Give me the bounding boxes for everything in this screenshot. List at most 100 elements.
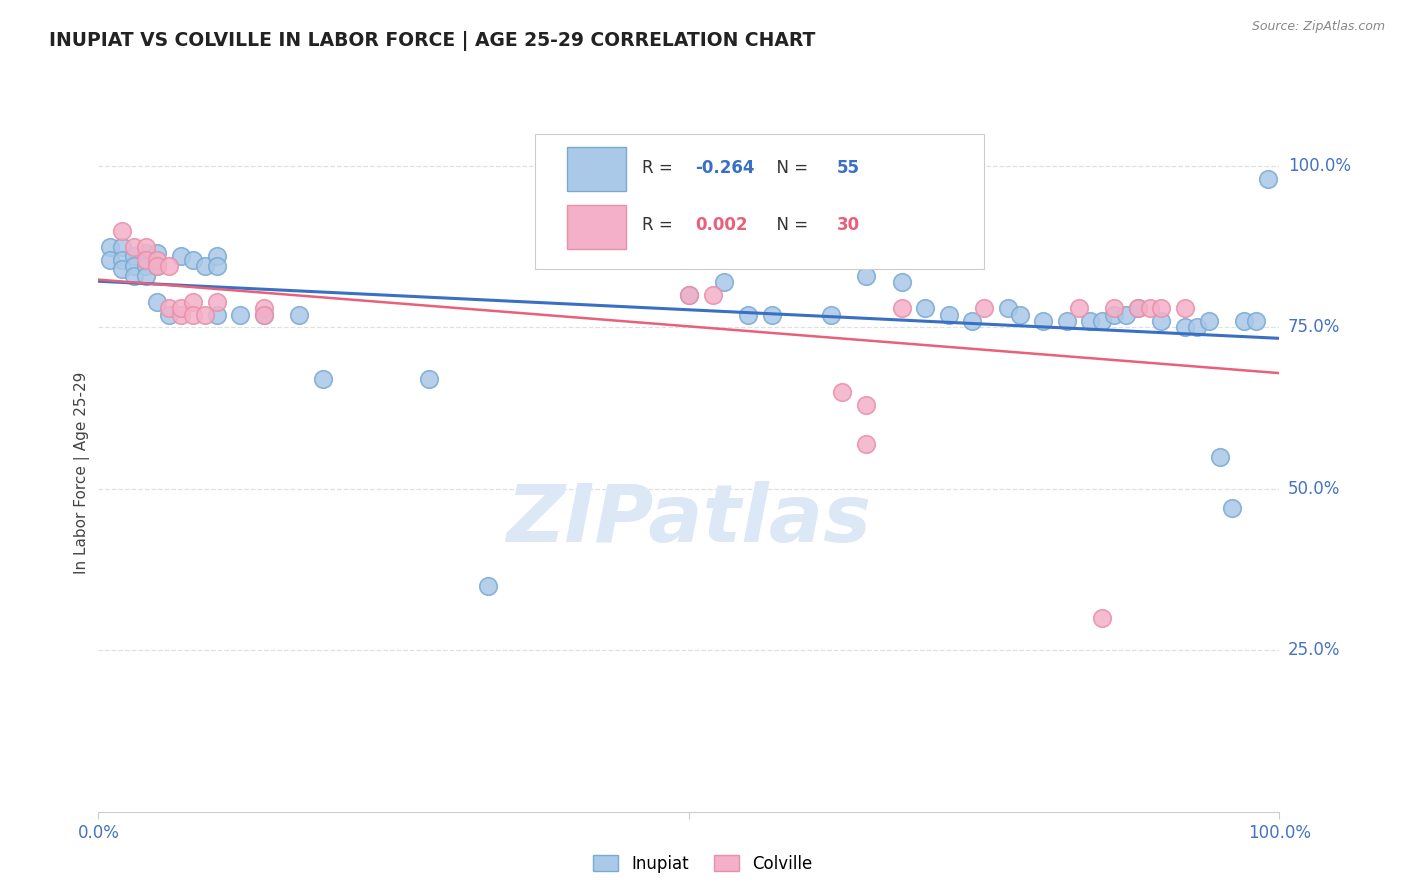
Point [205, 308, 228, 322]
Point [737, 308, 759, 322]
Point [1174, 301, 1197, 315]
Point [170, 250, 193, 264]
Text: ZIPatlas: ZIPatlas [506, 481, 872, 559]
Point [205, 259, 228, 273]
Point [122, 259, 145, 273]
Text: 55: 55 [837, 159, 859, 177]
Point [1244, 314, 1267, 328]
Point [890, 301, 912, 315]
Text: N =: N = [766, 217, 813, 235]
FancyBboxPatch shape [567, 205, 626, 249]
Point [170, 301, 193, 315]
Point [146, 259, 169, 273]
Point [820, 308, 842, 322]
Point [122, 268, 145, 283]
Point [997, 301, 1019, 315]
Point [1139, 301, 1161, 315]
Point [253, 308, 276, 322]
Point [135, 268, 157, 283]
Text: 100.0%: 100.0% [1288, 157, 1351, 175]
Text: 30: 30 [837, 217, 859, 235]
Point [205, 294, 228, 309]
Point [914, 301, 936, 315]
Point [1150, 314, 1173, 328]
Legend: Inupiat, Colville: Inupiat, Colville [586, 848, 820, 880]
Point [1198, 314, 1220, 328]
Point [761, 308, 783, 322]
Point [678, 288, 700, 302]
Text: R =: R = [641, 217, 678, 235]
Point [831, 385, 853, 400]
Point [477, 579, 499, 593]
Point [1126, 301, 1149, 315]
Text: 50.0%: 50.0% [1288, 480, 1340, 498]
Point [962, 314, 984, 328]
Text: Source: ZipAtlas.com: Source: ZipAtlas.com [1251, 20, 1385, 33]
Point [157, 259, 180, 273]
Point [1091, 314, 1114, 328]
Point [122, 240, 145, 254]
Point [98, 252, 121, 267]
Point [111, 262, 134, 277]
Point [181, 252, 204, 267]
Point [855, 268, 877, 283]
Point [135, 246, 157, 260]
Point [1150, 301, 1173, 315]
Point [181, 308, 204, 322]
Point [1056, 314, 1078, 328]
Point [890, 275, 912, 289]
Point [111, 240, 134, 254]
Text: INUPIAT VS COLVILLE IN LABOR FORCE | AGE 25-29 CORRELATION CHART: INUPIAT VS COLVILLE IN LABOR FORCE | AGE… [49, 31, 815, 51]
FancyBboxPatch shape [536, 134, 984, 269]
Point [253, 308, 276, 322]
Point [194, 308, 217, 322]
Point [157, 308, 180, 322]
Point [135, 240, 157, 254]
Text: N =: N = [766, 159, 813, 177]
Point [713, 275, 735, 289]
Point [1209, 450, 1232, 464]
Point [288, 308, 311, 322]
Point [253, 301, 276, 315]
Point [146, 259, 169, 273]
Point [938, 308, 960, 322]
Point [678, 288, 700, 302]
Point [146, 294, 169, 309]
Point [1174, 320, 1197, 334]
Point [1080, 314, 1102, 328]
Point [312, 372, 335, 386]
Y-axis label: In Labor Force | Age 25-29: In Labor Force | Age 25-29 [75, 372, 90, 574]
Point [146, 252, 169, 267]
Point [1102, 301, 1125, 315]
Point [157, 301, 180, 315]
Point [111, 224, 134, 238]
Point [135, 252, 157, 267]
Text: 75.0%: 75.0% [1288, 318, 1340, 336]
Point [170, 308, 193, 322]
Text: 25.0%: 25.0% [1288, 641, 1340, 659]
Point [229, 308, 252, 322]
Point [1185, 320, 1208, 334]
Text: R =: R = [641, 159, 678, 177]
Point [135, 259, 157, 273]
Point [1115, 308, 1137, 322]
Point [111, 252, 134, 267]
Point [1008, 308, 1031, 322]
Point [1233, 314, 1256, 328]
Point [973, 301, 995, 315]
Text: -0.264: -0.264 [695, 159, 755, 177]
Point [418, 372, 440, 386]
Point [1032, 314, 1054, 328]
FancyBboxPatch shape [567, 147, 626, 192]
Point [702, 288, 724, 302]
Point [1126, 301, 1149, 315]
Point [122, 250, 145, 264]
Point [98, 240, 121, 254]
Point [146, 246, 169, 260]
Point [205, 250, 228, 264]
Point [194, 259, 217, 273]
Point [1220, 501, 1243, 516]
Point [855, 436, 877, 450]
Point [181, 294, 204, 309]
Point [1257, 172, 1279, 186]
